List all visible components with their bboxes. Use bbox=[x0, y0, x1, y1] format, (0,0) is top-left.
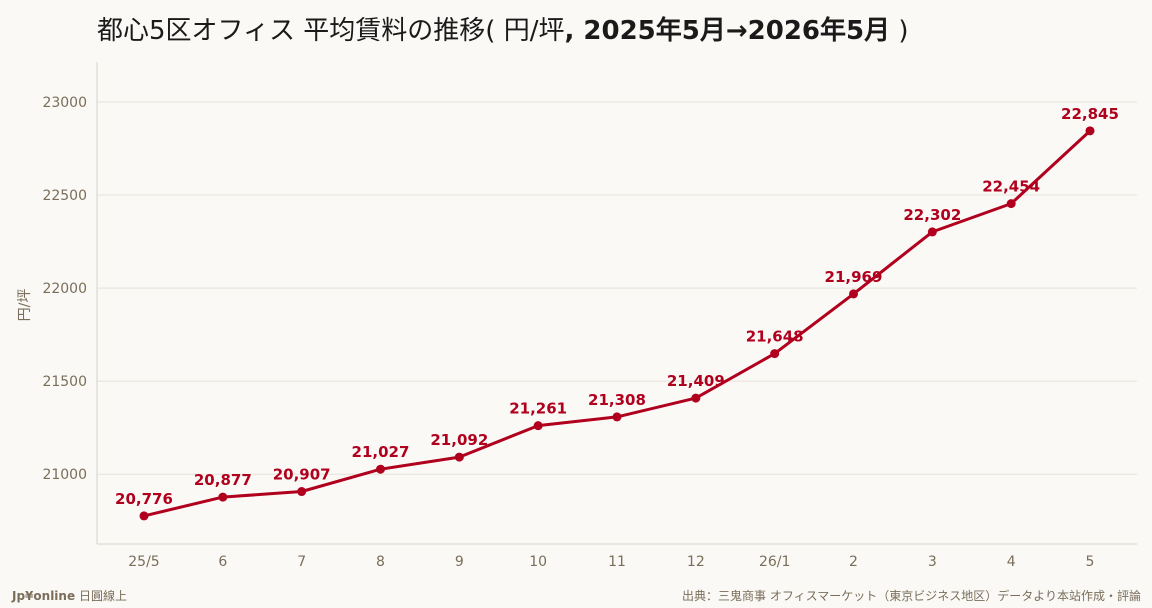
x-tick-label: 9 bbox=[455, 554, 464, 570]
title-unit: ( 円/坪 bbox=[485, 16, 565, 46]
footer-brand: Jp¥online 日圓線上 bbox=[12, 587, 127, 604]
x-tick-label: 26/1 bbox=[759, 554, 790, 570]
data-label: 21,027 bbox=[352, 443, 410, 461]
data-point bbox=[770, 349, 780, 359]
title-close: ) bbox=[890, 16, 909, 46]
x-tick-label: 11 bbox=[608, 554, 626, 570]
data-labels: 20,776 20,877 20,907 21,027 21,092 21,261 21,3… bbox=[115, 105, 1119, 508]
data-label: 20,776 bbox=[115, 490, 173, 508]
y-axis-title: 円/坪 bbox=[17, 289, 33, 322]
x-tick-label: 6 bbox=[218, 554, 227, 570]
x-tick-label: 10 bbox=[529, 554, 547, 570]
title-period: , 2025年5月→2026年5月 bbox=[564, 16, 891, 46]
data-point bbox=[849, 289, 858, 299]
data-label: 22,302 bbox=[903, 206, 961, 224]
y-tick-label: 22000 bbox=[42, 281, 87, 297]
data-point bbox=[533, 421, 543, 431]
y-axis-title-group: 円/坪 bbox=[17, 289, 33, 322]
data-point bbox=[454, 452, 464, 462]
y-tick-label: 21500 bbox=[42, 374, 87, 390]
x-tick-label: 3 bbox=[928, 554, 937, 570]
chart-title: 都心5区オフィス 平均賃料の推移( 円/坪, 2025年5月→2026年5月 ) bbox=[97, 10, 909, 47]
data-label: 21,969 bbox=[825, 268, 883, 286]
data-label: 21,092 bbox=[430, 431, 488, 449]
brand-subtitle: 日圓線上 bbox=[78, 589, 127, 603]
data-point bbox=[218, 492, 228, 502]
data-label: 21,648 bbox=[746, 328, 804, 346]
x-tick-label: 7 bbox=[297, 554, 306, 570]
x-tick-labels: 25/5 6 7 8 9 10 11 12 26/1 2 3 4 5 bbox=[128, 554, 1094, 570]
series-line bbox=[142, 129, 1092, 518]
data-point bbox=[376, 464, 385, 474]
data-point bbox=[297, 487, 307, 497]
axes bbox=[96, 62, 1137, 545]
title-main: 都心5区オフィス 平均賃料の推移 bbox=[97, 16, 486, 46]
x-tick-label: 12 bbox=[687, 554, 705, 570]
x-tick-label: 4 bbox=[1007, 554, 1016, 570]
data-label: 21,409 bbox=[667, 372, 725, 390]
y-tick-labels: 21000 21500 22000 22500 23000 bbox=[42, 95, 87, 483]
brand-name: Jp¥online bbox=[12, 589, 76, 603]
y-tick-label: 22500 bbox=[42, 188, 87, 204]
data-label: 22,845 bbox=[1061, 105, 1119, 123]
grid-lines bbox=[97, 101, 1137, 475]
x-tick-label: 5 bbox=[1086, 554, 1095, 570]
data-label: 20,907 bbox=[273, 466, 331, 484]
data-point bbox=[927, 227, 937, 237]
x-tick-label: 2 bbox=[849, 554, 858, 570]
data-point bbox=[612, 412, 622, 422]
y-tick-label: 21000 bbox=[42, 467, 87, 483]
data-label: 20,877 bbox=[194, 471, 252, 489]
data-label: 21,308 bbox=[588, 391, 646, 409]
data-point bbox=[139, 511, 149, 521]
data-label: 22,454 bbox=[982, 178, 1040, 196]
data-point bbox=[1085, 126, 1095, 136]
data-label: 21,261 bbox=[509, 400, 567, 418]
data-point bbox=[691, 393, 701, 403]
x-tick-label: 8 bbox=[376, 554, 385, 570]
x-tick-label: 25/5 bbox=[128, 554, 159, 570]
series-rent bbox=[139, 126, 1095, 521]
footer-source: 出典：三鬼商事 オフィスマーケット（東京ビジネス地区）データより本站作成・評論 bbox=[682, 589, 1141, 603]
y-tick-label: 23000 bbox=[42, 95, 87, 111]
data-point bbox=[1006, 199, 1016, 209]
